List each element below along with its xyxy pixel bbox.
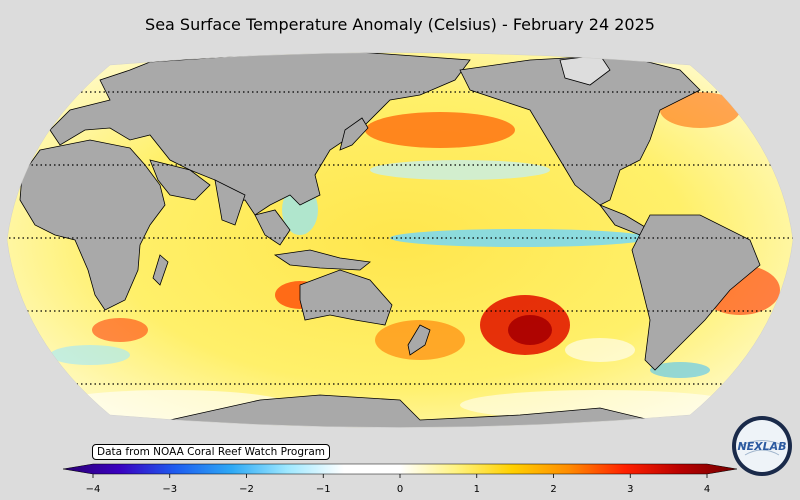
neutral-southern-ocean-east xyxy=(460,390,740,420)
colorbar-tick-label: −2 xyxy=(239,484,254,495)
colorbar-tick-label: 4 xyxy=(703,484,711,495)
cool-anomaly-equatorial-pacific xyxy=(390,229,650,247)
ocean-layer xyxy=(7,52,793,428)
new-zealand-landmass xyxy=(407,324,431,356)
colorbar-tick-label: 0 xyxy=(396,484,404,495)
nexlab-logo: NEXLAB xyxy=(732,416,792,476)
logo-arc xyxy=(739,440,785,447)
data-credit-label: Data from NOAA Coral Reef Watch Program xyxy=(92,444,330,460)
antarctica-landmass xyxy=(169,394,651,428)
map-title: Sea Surface Temperature Anomaly (Celsius… xyxy=(145,15,655,34)
cool-anomaly-southern-ocean-east xyxy=(650,362,710,378)
logo-inner-disc xyxy=(736,420,788,472)
madagascar-landmass xyxy=(152,254,169,286)
india-landmass xyxy=(214,179,246,226)
warm-anomaly-agulhas xyxy=(92,318,148,342)
colorbar-tick-label: 3 xyxy=(627,484,634,495)
colorbar-gradient xyxy=(62,463,738,475)
warm-anomaly-north-atlantic xyxy=(660,92,740,128)
colorbar xyxy=(62,463,738,478)
colorbar-ticks xyxy=(92,474,708,478)
colorbar-tick-label: −4 xyxy=(85,484,101,495)
south-america-landmass xyxy=(631,214,761,371)
logo-arc-lower xyxy=(744,449,780,456)
logo-text: NEXLAB xyxy=(737,440,786,453)
colorbar-tick-label: −1 xyxy=(315,484,331,495)
latitude-gridlines xyxy=(7,91,793,385)
warm-anomaly-north-pacific xyxy=(365,112,515,148)
cool-anomaly-southern-ocean-west xyxy=(50,345,130,365)
neutral-patch-south-pacific xyxy=(565,338,635,362)
hot-anomaly-core xyxy=(508,315,552,345)
cool-anomaly-north-pacific xyxy=(370,160,550,180)
japan-landmass xyxy=(339,117,369,151)
arabia-landmass xyxy=(149,159,211,201)
colorbar-tick-label: 2 xyxy=(550,484,557,495)
globe-outline xyxy=(6,52,794,428)
indonesia-landmass xyxy=(273,249,371,271)
colorbar-tick-label: 1 xyxy=(473,484,480,495)
colorbar-tick-label: −3 xyxy=(162,484,178,495)
